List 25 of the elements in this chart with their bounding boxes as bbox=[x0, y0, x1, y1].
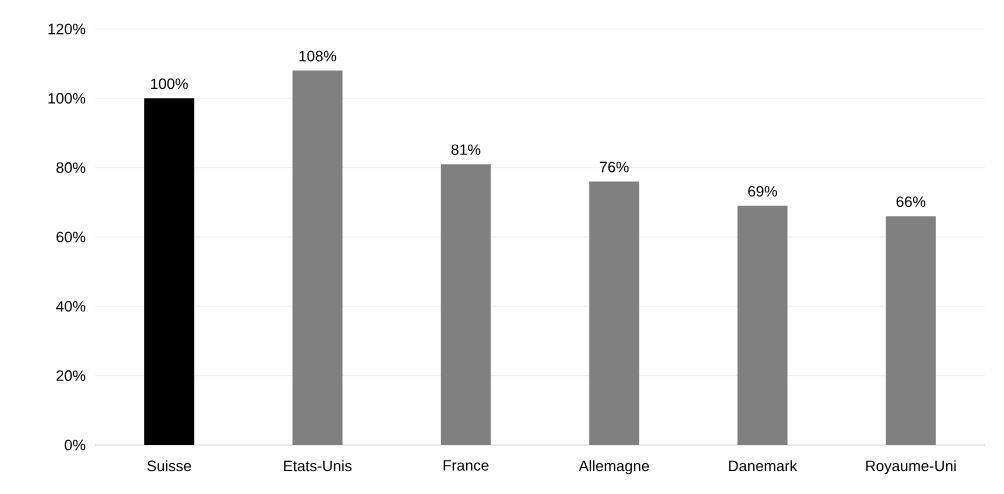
y-tick-label: 20% bbox=[56, 370, 86, 381]
bar bbox=[440, 164, 491, 445]
bar bbox=[292, 70, 343, 445]
x-tick-label: Royaume-Uni bbox=[866, 460, 956, 475]
bar bbox=[144, 98, 195, 445]
data-label: 69% bbox=[748, 185, 777, 197]
bar bbox=[737, 205, 788, 445]
x-tick-label: Etats-Unis bbox=[284, 460, 352, 472]
data-label: 108% bbox=[299, 50, 337, 62]
x-tick-label: Danemark bbox=[729, 460, 798, 472]
y-tick-label: 0% bbox=[64, 439, 86, 451]
x-tick-label: Suisse bbox=[147, 460, 191, 472]
data-label: 76% bbox=[599, 161, 629, 173]
bar bbox=[589, 181, 640, 445]
y-tick-label: 100% bbox=[48, 93, 86, 104]
x-tick-label: Allemagne bbox=[578, 460, 649, 475]
y-tick-label: 60% bbox=[56, 231, 86, 243]
y-tick-label: 80% bbox=[56, 162, 86, 173]
data-label: 81% bbox=[451, 144, 481, 155]
y-tick-label: 40% bbox=[56, 301, 86, 312]
x-tick-label: France bbox=[443, 460, 489, 471]
bar bbox=[885, 216, 936, 445]
data-label: 66% bbox=[896, 196, 926, 207]
y-tick-label: 120% bbox=[48, 23, 86, 35]
data-label: 100% bbox=[151, 78, 188, 90]
